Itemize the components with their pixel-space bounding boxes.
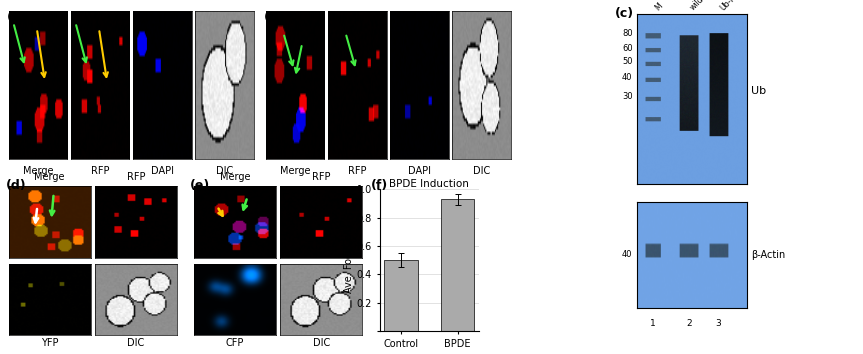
Text: (b): (b) [264, 11, 285, 24]
Text: Merge: Merge [220, 172, 250, 182]
Text: RFP: RFP [127, 172, 145, 182]
Text: DIC: DIC [216, 166, 233, 176]
Text: 2: 2 [686, 319, 691, 327]
Text: 50: 50 [622, 57, 633, 67]
Text: 30: 30 [622, 92, 633, 102]
Text: DIC: DIC [128, 338, 144, 348]
Text: wild-type: wild-type [689, 0, 721, 12]
Text: DAPI: DAPI [151, 166, 173, 176]
Text: DIC: DIC [473, 166, 490, 176]
Text: 3: 3 [715, 319, 721, 327]
Text: (f): (f) [371, 179, 388, 192]
Text: YFP: YFP [41, 338, 59, 348]
Text: 40: 40 [622, 73, 633, 82]
Text: RFP: RFP [348, 166, 367, 176]
Text: Merge: Merge [35, 172, 65, 182]
Title: BPDE Induction: BPDE Induction [389, 179, 469, 189]
Text: Ub: Ub [751, 86, 766, 96]
Bar [384, 260, 418, 331]
Text: (d): (d) [6, 179, 27, 192]
Text: β-Actin: β-Actin [751, 250, 785, 260]
Text: Merge: Merge [280, 166, 311, 176]
Text: Merge: Merge [22, 166, 54, 176]
Text: 1: 1 [650, 319, 656, 327]
Text: (e): (e) [190, 179, 210, 192]
Text: (a): (a) [7, 11, 27, 24]
Y-axis label: Ave. Foci/Cell: Ave. Foci/Cell [344, 228, 354, 292]
Bar [441, 199, 475, 331]
Text: RFP: RFP [312, 172, 331, 182]
Text: Ub-RFP: Ub-RFP [719, 0, 744, 12]
Text: DAPI: DAPI [408, 166, 431, 176]
Text: 80: 80 [622, 29, 633, 38]
Text: DIC: DIC [313, 338, 330, 348]
Text: 60: 60 [622, 44, 633, 53]
Text: (c): (c) [615, 7, 634, 20]
Text: RFP: RFP [91, 166, 110, 176]
Text: CFP: CFP [226, 338, 244, 348]
Text: M: M [653, 1, 665, 12]
Text: 40: 40 [622, 250, 633, 259]
